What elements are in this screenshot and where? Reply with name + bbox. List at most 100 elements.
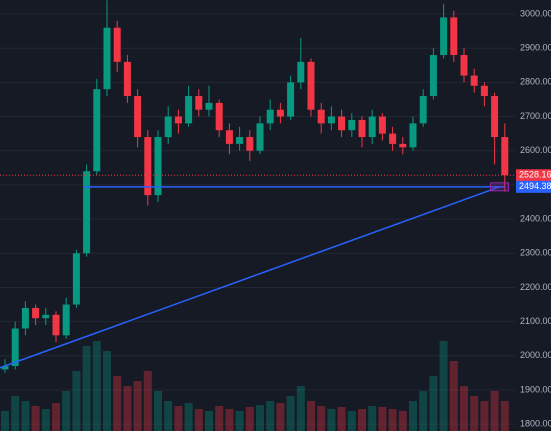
volume-bar [286, 396, 295, 431]
candle-body [215, 102, 223, 131]
y-tick-label: 2300.00 [520, 248, 551, 258]
candle-body [164, 116, 172, 138]
candle-body [460, 55, 468, 76]
candle-body [501, 137, 509, 176]
candle-body [338, 116, 346, 131]
candle-body [276, 109, 284, 117]
y-tick-label: 2400.00 [520, 213, 551, 223]
price-label-box [516, 180, 551, 193]
candle-body [470, 75, 478, 86]
candle-body [409, 123, 417, 148]
candle-body [348, 119, 356, 131]
volume-bar [368, 406, 377, 431]
y-tick-label: 2900.00 [520, 43, 551, 53]
y-tick-label: 2800.00 [520, 77, 551, 87]
volume-bar [1, 411, 9, 431]
candle-body [1, 366, 9, 370]
y-tick-label: 1900.00 [520, 384, 551, 394]
volume-bar [296, 386, 305, 431]
volume-bar [123, 386, 132, 431]
candle-body [450, 17, 458, 56]
volume-bar [358, 409, 366, 431]
candle-body [185, 96, 193, 124]
volume-bar [154, 391, 162, 431]
volume-bar [31, 406, 40, 431]
candle-body [297, 61, 305, 83]
volume-bar [470, 396, 479, 431]
y-tick-label: 2700.00 [520, 111, 551, 121]
candle-body [42, 314, 50, 319]
candle-body [103, 27, 111, 90]
candle-body [419, 96, 427, 124]
y-tick-label: 2100.00 [520, 316, 551, 326]
candle-body [225, 130, 233, 144]
candle-body [429, 55, 437, 97]
volume-bar [337, 407, 346, 431]
volume-bar [82, 346, 91, 431]
candle-body [246, 137, 254, 151]
volume-bar [490, 391, 499, 431]
volume-bar [21, 401, 30, 431]
candle-body [134, 96, 142, 138]
volume-bar [225, 409, 234, 431]
axis-labels: 1800.00 1900.00 2000.00 2100.00 2200.00 2300.… [516, 8, 551, 429]
volume-bar [133, 381, 142, 431]
volume-bar [307, 401, 315, 431]
candle-body [236, 137, 244, 144]
volume-bar [500, 401, 509, 431]
volume-bar [388, 409, 397, 431]
plot [0, 0, 515, 431]
volume-bar [174, 406, 183, 431]
candle-body [378, 116, 386, 134]
y-tick-label: 2200.00 [520, 282, 551, 292]
volume-bar [378, 407, 387, 431]
volume-bar [92, 341, 101, 431]
volume-bar [419, 391, 428, 431]
volume-bar [215, 406, 224, 431]
volume-bar [164, 401, 173, 431]
candle-body [113, 27, 121, 62]
candle-body [154, 137, 162, 196]
volume-bar [184, 403, 193, 431]
volume-bar [449, 361, 458, 431]
y-tick-label: 3000.00 [520, 8, 551, 18]
volume-bar [480, 401, 489, 431]
trendline [0, 186, 500, 369]
volume-bar [62, 391, 71, 431]
volume-bar [266, 401, 275, 431]
candle-body [327, 116, 335, 124]
candle-body [32, 307, 40, 319]
volume-bar [52, 403, 60, 431]
candle-body [62, 304, 70, 336]
volume-bar [317, 406, 326, 431]
candle-body [389, 133, 397, 144]
candle-body [11, 328, 19, 367]
volume-bar [409, 401, 417, 431]
volume-bar [11, 396, 20, 431]
price-label: 2494.38 [519, 181, 551, 191]
y-tick-label: 2000.00 [520, 350, 551, 360]
candle-body [480, 85, 488, 97]
candle-body [72, 253, 80, 305]
candle-body [256, 123, 264, 151]
volume-bar [41, 409, 50, 431]
candle-body [491, 96, 499, 138]
price-label: 2528.16 [519, 170, 551, 180]
candle-body [123, 61, 131, 97]
volume-bar [245, 407, 254, 431]
y-tick-label: 2600.00 [520, 145, 551, 155]
candle-body [307, 61, 315, 110]
volume-bar [256, 405, 264, 431]
candle-body [174, 116, 182, 124]
candle-body [83, 171, 91, 254]
candle-body [144, 137, 152, 196]
candle-body [205, 102, 213, 110]
candle-body [399, 143, 407, 148]
selection-box [490, 182, 510, 192]
volume-bar [398, 411, 407, 431]
candle-body [266, 109, 274, 124]
volume-bar [235, 411, 244, 431]
volume-bar [103, 351, 111, 431]
